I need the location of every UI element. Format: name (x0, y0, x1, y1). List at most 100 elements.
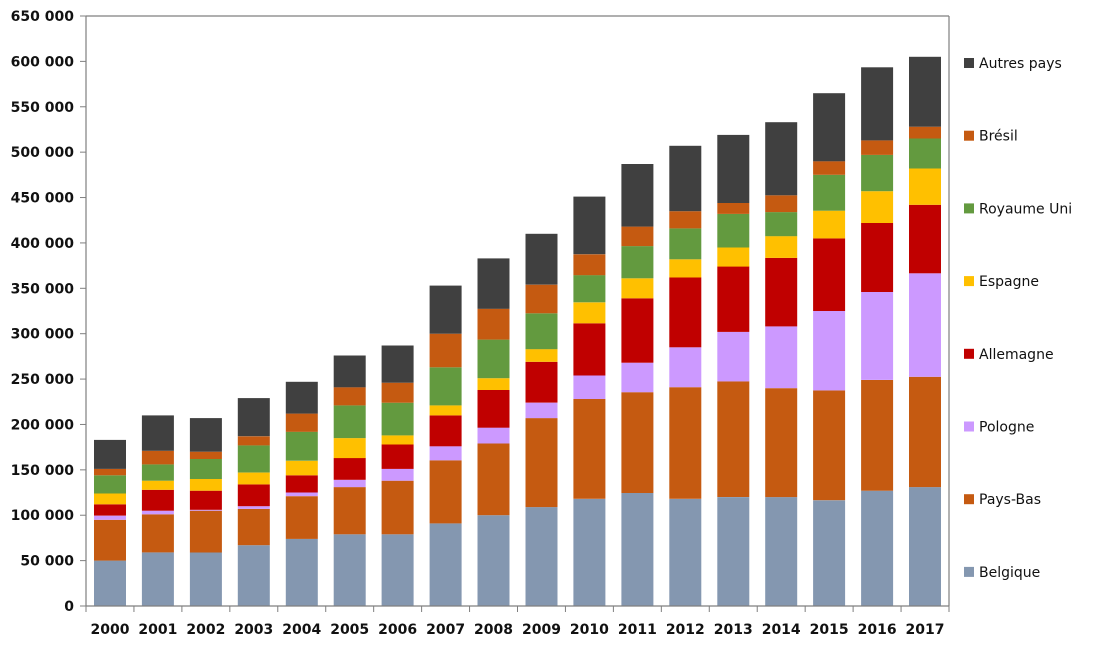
bar-segment-allemagne-2009 (525, 361, 558, 403)
bar-segment-pologne-2000 (94, 515, 126, 520)
bar-segment-royaume-uni-2001 (141, 464, 174, 481)
x-tick-label: 2013 (714, 622, 753, 638)
legend-item: Allemagne (964, 347, 1054, 363)
bar-segment-autres-pays-2012 (669, 145, 702, 212)
bar-segment-brésil-2007 (429, 333, 462, 368)
y-tick-label: 300 000 (11, 327, 75, 343)
y-tick-label: 400 000 (11, 236, 75, 252)
bar-segment-pologne-2010 (573, 375, 606, 399)
y-tick-label: 50 000 (20, 554, 74, 570)
bar-segment-pays-bas-2017 (909, 376, 941, 488)
bar-segment-allemagne-2007 (429, 415, 462, 447)
bar-segment-brésil-2000 (94, 468, 126, 476)
x-tick-label: 2017 (906, 622, 945, 638)
y-tick-label: 650 000 (11, 9, 75, 25)
bar-segment-belgique-2011 (621, 493, 654, 606)
bar-segment-royaume-uni-2015 (813, 174, 846, 211)
bar-segment-pologne-2004 (285, 492, 318, 497)
bar-segment-autres-pays-2010 (573, 196, 606, 255)
bar-segment-espagne-2014 (765, 236, 798, 258)
bar-segment-autres-pays-2004 (285, 381, 318, 414)
bar-segment-autres-pays-2011 (621, 164, 654, 227)
bar-segment-allemagne-2002 (189, 490, 222, 510)
x-tick-label: 2005 (330, 622, 369, 638)
bar-segment-belgique-2017 (909, 487, 941, 606)
bar-segment-allemagne-2006 (381, 444, 414, 469)
bar-segment-royaume-uni-2013 (717, 213, 750, 248)
y-tick-label: 550 000 (11, 100, 75, 116)
legend-item: Royaume Uni (964, 201, 1072, 217)
bar-segment-allemagne-2004 (285, 475, 318, 493)
bar-segment-royaume-uni-2012 (669, 228, 702, 260)
bar-segment-pays-bas-2004 (285, 496, 318, 539)
bar-segment-royaume-uni-2014 (765, 212, 798, 237)
bar-segment-allemagne-2003 (237, 484, 270, 507)
bar-segment-belgique-2016 (861, 490, 894, 606)
y-tick-label: 350 000 (11, 281, 75, 297)
bar-segment-allemagne-2014 (765, 257, 798, 327)
bars-layer (94, 56, 941, 606)
bar-segment-brésil-2015 (813, 161, 846, 175)
legend-label: Allemagne (979, 347, 1054, 363)
bar-segment-autres-pays-2013 (717, 134, 750, 203)
bar-segment-autres-pays-2007 (429, 285, 462, 334)
bar-segment-espagne-2006 (381, 435, 414, 445)
bar-segment-pologne-2005 (333, 479, 366, 488)
bar-segment-allemagne-2011 (621, 298, 654, 363)
legend-label: Belgique (979, 565, 1040, 581)
bar-segment-espagne-2017 (909, 168, 941, 205)
bar-segment-brésil-2011 (621, 226, 654, 247)
x-tick-label: 2003 (234, 622, 273, 638)
bar-segment-autres-pays-2008 (477, 258, 510, 309)
bar-segment-belgique-2002 (189, 552, 222, 606)
bar-segment-allemagne-2012 (669, 277, 702, 348)
bar-segment-espagne-2007 (429, 405, 462, 416)
bar-segment-royaume-uni-2006 (381, 402, 414, 436)
bar-segment-pologne-2003 (237, 506, 270, 509)
bar-segment-brésil-2010 (573, 254, 606, 276)
legend-label: Brésil (979, 129, 1018, 145)
bar-segment-belgique-2000 (94, 560, 126, 606)
legend-swatch (964, 494, 974, 505)
bar-segment-espagne-2016 (861, 191, 894, 223)
x-tick-label: 2002 (186, 622, 225, 638)
bar-segment-royaume-uni-2011 (621, 246, 654, 279)
bar-segment-allemagne-2017 (909, 204, 941, 274)
bar-segment-allemagne-2015 (813, 238, 846, 311)
bar-segment-brésil-2004 (285, 413, 318, 432)
x-tick-label: 2016 (858, 622, 897, 638)
legend-swatch (964, 276, 974, 287)
bar-segment-belgique-2012 (669, 498, 702, 606)
bar-segment-espagne-2015 (813, 210, 846, 239)
bar-segment-autres-pays-2002 (189, 418, 222, 452)
bar-segment-royaume-uni-2005 (333, 405, 366, 439)
x-tick-label: 2004 (282, 622, 321, 638)
bar-segment-pologne-2002 (189, 509, 222, 511)
legend-label: Pologne (979, 420, 1034, 436)
bar-segment-pologne-2001 (141, 510, 174, 515)
x-tick-label: 2000 (90, 622, 129, 638)
y-tick-label: 100 000 (11, 508, 75, 524)
bar-segment-pologne-2013 (717, 331, 750, 382)
bar-segment-pologne-2015 (813, 311, 846, 391)
bar-segment-brésil-2002 (189, 451, 222, 459)
x-tick-label: 2009 (522, 622, 561, 638)
bar-segment-pologne-2007 (429, 446, 462, 461)
y-tick-label: 200 000 (11, 417, 75, 433)
bar-segment-autres-pays-2006 (381, 345, 414, 383)
bar-segment-brésil-2008 (477, 308, 510, 340)
legend-item: Pologne (964, 420, 1034, 436)
bar-segment-brésil-2013 (717, 203, 750, 214)
bar-segment-espagne-2004 (285, 460, 318, 476)
bar-segment-pays-bas-2015 (813, 390, 846, 501)
bar-segment-allemagne-2008 (477, 390, 510, 428)
legend-swatch (964, 203, 974, 214)
bar-segment-pologne-2006 (381, 468, 414, 481)
bar-segment-pays-bas-2007 (429, 460, 462, 524)
legend-label: Autres pays (979, 56, 1062, 72)
bar-segment-pays-bas-2002 (189, 510, 222, 553)
bar-segment-brésil-2016 (861, 140, 894, 155)
x-tick-label: 2007 (426, 622, 465, 638)
bar-segment-royaume-uni-2003 (237, 445, 270, 473)
bar-segment-belgique-2009 (525, 507, 558, 606)
